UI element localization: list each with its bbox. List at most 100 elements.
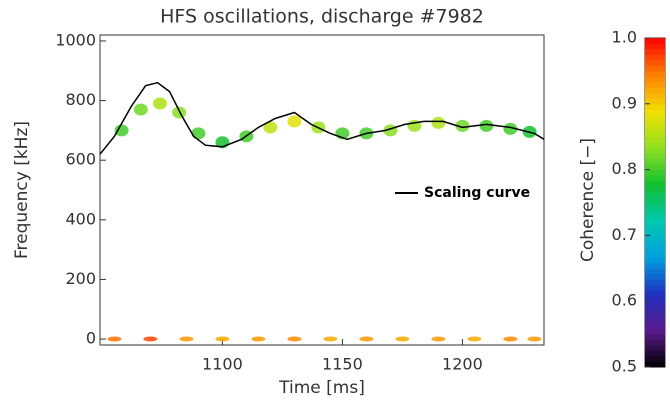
y-axis-label: Frequency [kHz] bbox=[12, 121, 32, 259]
colorbar-segment bbox=[645, 345, 665, 352]
coherence-point bbox=[191, 127, 206, 140]
colorbar-tick-label: 0.6 bbox=[612, 291, 637, 310]
coherence-point bbox=[503, 122, 518, 135]
colorbar-segment bbox=[645, 114, 665, 121]
colorbar-segment bbox=[645, 164, 665, 171]
coherence-point bbox=[359, 336, 374, 342]
colorbar-segment bbox=[645, 38, 665, 44]
coherence-point bbox=[287, 336, 302, 342]
plot-frame bbox=[99, 34, 545, 346]
colorbar-segment bbox=[645, 169, 665, 176]
colorbar-segment bbox=[645, 136, 665, 143]
colorbar-segment bbox=[645, 81, 665, 88]
coherence-point bbox=[455, 119, 470, 132]
colorbar-segment bbox=[645, 257, 665, 264]
colorbar-segment bbox=[645, 262, 665, 269]
colorbar-segment bbox=[645, 213, 665, 220]
colorbar-segment bbox=[645, 197, 665, 203]
legend-label: Scaling curve bbox=[424, 185, 530, 201]
colorbar-tick-label: 0.5 bbox=[612, 357, 637, 376]
colorbar-segment bbox=[645, 334, 665, 341]
coherence-point bbox=[431, 336, 446, 342]
colorbar-segment bbox=[645, 87, 665, 94]
x-axis-label: Time [ms] bbox=[278, 378, 365, 398]
colorbar-segment bbox=[645, 290, 665, 297]
x-tick-label: 1150 bbox=[322, 355, 363, 374]
colorbar-segment bbox=[645, 207, 665, 214]
colorbar-segment bbox=[645, 328, 665, 335]
colorbar-segment bbox=[645, 356, 665, 363]
colorbar-segment bbox=[645, 240, 665, 247]
colorbar-segment bbox=[645, 70, 665, 77]
coherence-point bbox=[431, 116, 446, 129]
colorbar-tick-label: 0.7 bbox=[612, 225, 637, 244]
coherence-point bbox=[479, 119, 494, 132]
coherence-point bbox=[143, 336, 158, 342]
coherence-point bbox=[251, 336, 266, 342]
colorbar-segment bbox=[645, 339, 665, 346]
x-tick-label: 1100 bbox=[202, 355, 243, 374]
coherence-point bbox=[527, 336, 542, 342]
colorbar-segment bbox=[645, 142, 665, 149]
colorbar-segment bbox=[645, 186, 665, 193]
colorbar-segment bbox=[645, 180, 665, 187]
coherence-point bbox=[467, 336, 482, 342]
colorbar-segment bbox=[645, 147, 665, 154]
chart-title: HFS oscillations, discharge #7982 bbox=[160, 6, 484, 28]
y-tick-label: 800 bbox=[65, 90, 96, 109]
coherence-point bbox=[395, 336, 410, 342]
colorbar-segment bbox=[645, 273, 665, 280]
coherence-point bbox=[323, 336, 338, 342]
colorbar-tick-label: 0.9 bbox=[612, 93, 637, 112]
colorbar-segment bbox=[645, 48, 665, 55]
colorbar-segment bbox=[645, 54, 665, 61]
colorbar-tick-label: 1.0 bbox=[612, 28, 637, 47]
y-tick-label: 400 bbox=[65, 209, 96, 228]
coherence-point bbox=[172, 106, 187, 119]
coherence-point bbox=[133, 103, 148, 116]
colorbar-segment bbox=[645, 175, 665, 182]
colorbar-segment bbox=[645, 158, 665, 165]
colorbar-tick-label: 0.8 bbox=[612, 159, 637, 178]
colorbar-segment bbox=[645, 43, 665, 50]
colorbar-segment bbox=[645, 120, 665, 127]
y-tick-label: 0 bbox=[86, 329, 96, 348]
coherence-point bbox=[287, 115, 302, 128]
colorbar-segment bbox=[645, 92, 665, 99]
colorbar-segment bbox=[645, 301, 665, 308]
y-tick-label: 200 bbox=[65, 269, 96, 288]
colorbar-segment bbox=[645, 246, 665, 253]
colorbar-segment bbox=[645, 218, 665, 225]
colorbar-segment bbox=[645, 76, 665, 83]
colorbar-segment bbox=[645, 224, 665, 231]
colorbar-segment bbox=[645, 284, 665, 291]
colorbar-segment bbox=[645, 103, 665, 110]
colorbar-segment bbox=[645, 109, 665, 116]
colorbar-segment bbox=[645, 98, 665, 105]
colorbar-segment bbox=[645, 153, 665, 160]
colorbar-segment bbox=[645, 235, 665, 242]
colorbar-label: Coherence [−] bbox=[578, 138, 598, 262]
x-tick-label: 1200 bbox=[442, 355, 483, 374]
colorbar-segment bbox=[645, 350, 665, 357]
coherence-point bbox=[503, 336, 518, 342]
colorbar-segment bbox=[645, 279, 665, 286]
colorbar-segment bbox=[645, 131, 665, 138]
scaling-curve bbox=[99, 81, 545, 155]
colorbar-segment bbox=[645, 323, 665, 330]
colorbar-segment bbox=[645, 268, 665, 275]
colorbar-segment bbox=[645, 202, 665, 209]
colorbar-segment bbox=[645, 361, 665, 368]
colorbar-segment bbox=[645, 59, 665, 66]
colorbar-segment bbox=[645, 295, 665, 302]
coherence-point bbox=[114, 124, 129, 137]
colorbar-segment bbox=[645, 306, 665, 313]
colorbar-segment bbox=[645, 65, 665, 72]
y-tick-label: 600 bbox=[65, 150, 96, 169]
colorbar-segment bbox=[645, 317, 665, 324]
coherence-point bbox=[215, 336, 230, 342]
y-tick-label: 1000 bbox=[55, 30, 96, 49]
coherence-point bbox=[263, 121, 278, 134]
colorbar-segment bbox=[645, 191, 665, 198]
